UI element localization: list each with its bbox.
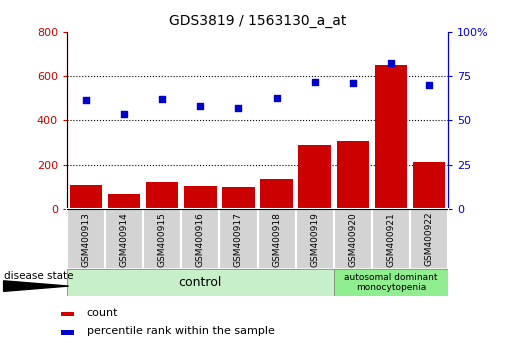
Text: GSM400922: GSM400922 bbox=[424, 212, 434, 267]
Bar bbox=[222, 187, 254, 209]
Polygon shape bbox=[4, 281, 68, 291]
Point bbox=[234, 105, 243, 111]
Text: percentile rank within the sample: percentile rank within the sample bbox=[87, 326, 274, 337]
FancyBboxPatch shape bbox=[219, 209, 258, 269]
Bar bbox=[413, 162, 445, 209]
Text: GSM400913: GSM400913 bbox=[81, 212, 91, 267]
Point bbox=[196, 103, 204, 109]
Text: GSM400919: GSM400919 bbox=[310, 212, 319, 267]
Bar bbox=[261, 179, 293, 209]
Bar bbox=[67, 269, 334, 296]
Text: GSM400917: GSM400917 bbox=[234, 212, 243, 267]
Text: GSM400914: GSM400914 bbox=[119, 212, 129, 267]
Text: GSM400920: GSM400920 bbox=[348, 212, 357, 267]
FancyBboxPatch shape bbox=[372, 209, 410, 269]
Bar bbox=[108, 194, 140, 209]
Point bbox=[120, 111, 128, 116]
Bar bbox=[337, 141, 369, 209]
Text: disease state: disease state bbox=[4, 271, 73, 281]
FancyBboxPatch shape bbox=[296, 209, 334, 269]
FancyBboxPatch shape bbox=[181, 209, 219, 269]
Bar bbox=[67, 209, 448, 269]
Bar bbox=[61, 330, 74, 335]
Bar bbox=[146, 182, 178, 209]
Text: GSM400916: GSM400916 bbox=[196, 212, 205, 267]
Point bbox=[82, 98, 90, 103]
Point bbox=[311, 79, 319, 85]
Bar bbox=[61, 312, 74, 316]
FancyBboxPatch shape bbox=[258, 209, 296, 269]
Bar bbox=[184, 185, 216, 209]
Point bbox=[349, 80, 357, 86]
Text: count: count bbox=[87, 308, 118, 318]
Text: GSM400918: GSM400918 bbox=[272, 212, 281, 267]
Bar bbox=[70, 184, 102, 209]
Text: GSM400915: GSM400915 bbox=[158, 212, 167, 267]
Text: GSM400921: GSM400921 bbox=[386, 212, 396, 267]
Point bbox=[272, 96, 281, 101]
Point bbox=[387, 60, 395, 66]
FancyBboxPatch shape bbox=[105, 209, 143, 269]
Point bbox=[158, 97, 166, 102]
Bar bbox=[334, 269, 448, 296]
Text: autosomal dominant
monocytopenia: autosomal dominant monocytopenia bbox=[344, 273, 438, 292]
Title: GDS3819 / 1563130_a_at: GDS3819 / 1563130_a_at bbox=[169, 14, 346, 28]
FancyBboxPatch shape bbox=[410, 209, 448, 269]
FancyBboxPatch shape bbox=[67, 209, 105, 269]
Bar bbox=[375, 65, 407, 209]
Text: control: control bbox=[179, 276, 222, 289]
FancyBboxPatch shape bbox=[143, 209, 181, 269]
Bar bbox=[299, 145, 331, 209]
FancyBboxPatch shape bbox=[334, 209, 372, 269]
Point bbox=[425, 82, 433, 88]
